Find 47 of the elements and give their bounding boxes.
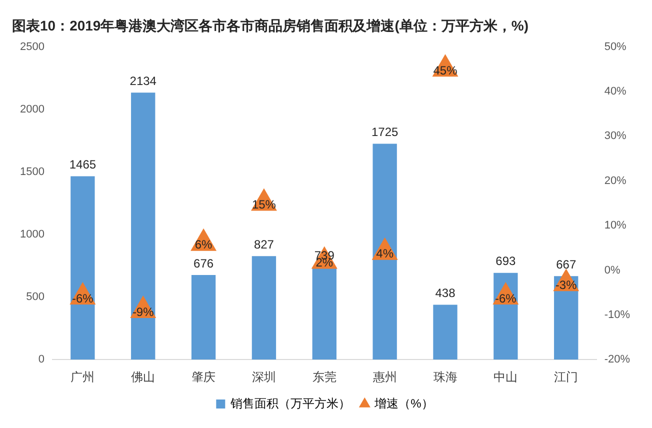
y-tick-label: 2000 <box>20 103 44 116</box>
x-tick-label: 珠海 <box>433 370 458 384</box>
data-label: 693 <box>496 254 516 268</box>
legend-label: 增速（%） <box>374 396 434 410</box>
data-label: 1465 <box>69 158 96 172</box>
bar <box>312 267 336 360</box>
y2-tick-label: -10% <box>604 308 630 321</box>
data-label: 1725 <box>371 125 398 140</box>
y2-tick-label: -20% <box>604 354 630 366</box>
data-label: 438 <box>435 286 456 300</box>
bar <box>433 304 458 360</box>
bar <box>372 144 397 360</box>
legend-label: 销售面积（万平方米） <box>230 396 351 410</box>
data-label: -9% <box>132 304 154 319</box>
data-label: -6% <box>72 291 94 306</box>
bar <box>131 92 156 360</box>
y2-tick-label: 0% <box>604 264 620 276</box>
y-tick-label: 1000 <box>20 228 44 241</box>
data-label: 827 <box>254 237 274 252</box>
chart-title: 图表10：2019年粤港澳大湾区各市各市商品房销售面积及增速(单位：万平方米，%) <box>12 17 528 34</box>
data-label: 676 <box>194 256 214 270</box>
x-tick-label: 东莞 <box>312 370 336 384</box>
data-label: 667 <box>556 257 576 272</box>
x-tick-label: 惠州 <box>372 370 397 384</box>
data-label: -3% <box>555 278 578 292</box>
x-tick-label: 深圳 <box>252 370 276 384</box>
x-tick-label: 佛山 <box>131 370 156 384</box>
y2-tick-label: 20% <box>604 174 627 187</box>
data-label: -6% <box>495 291 517 306</box>
x-tick-label: 中山 <box>494 370 518 384</box>
bar <box>70 176 95 360</box>
data-label: 6% <box>194 238 213 252</box>
bar <box>191 275 216 360</box>
y2-tick-label: 10% <box>604 220 627 232</box>
y2-tick-label: 40% <box>604 86 627 98</box>
y2-tick-label: 30% <box>604 130 627 142</box>
data-label: 4% <box>376 246 394 261</box>
y2-tick-label: 50% <box>604 40 627 53</box>
y-tick-label: 2500 <box>20 40 44 53</box>
y-tick-label: 0 <box>38 354 44 366</box>
y-tick-label: 500 <box>26 291 44 304</box>
x-tick-label: 广州 <box>70 370 95 384</box>
x-tick-label: 江门 <box>554 370 578 384</box>
bar <box>252 256 276 360</box>
data-label: 2134 <box>130 74 157 88</box>
x-tick-label: 肇庆 <box>192 370 216 384</box>
y-tick-label: 1500 <box>20 166 44 178</box>
